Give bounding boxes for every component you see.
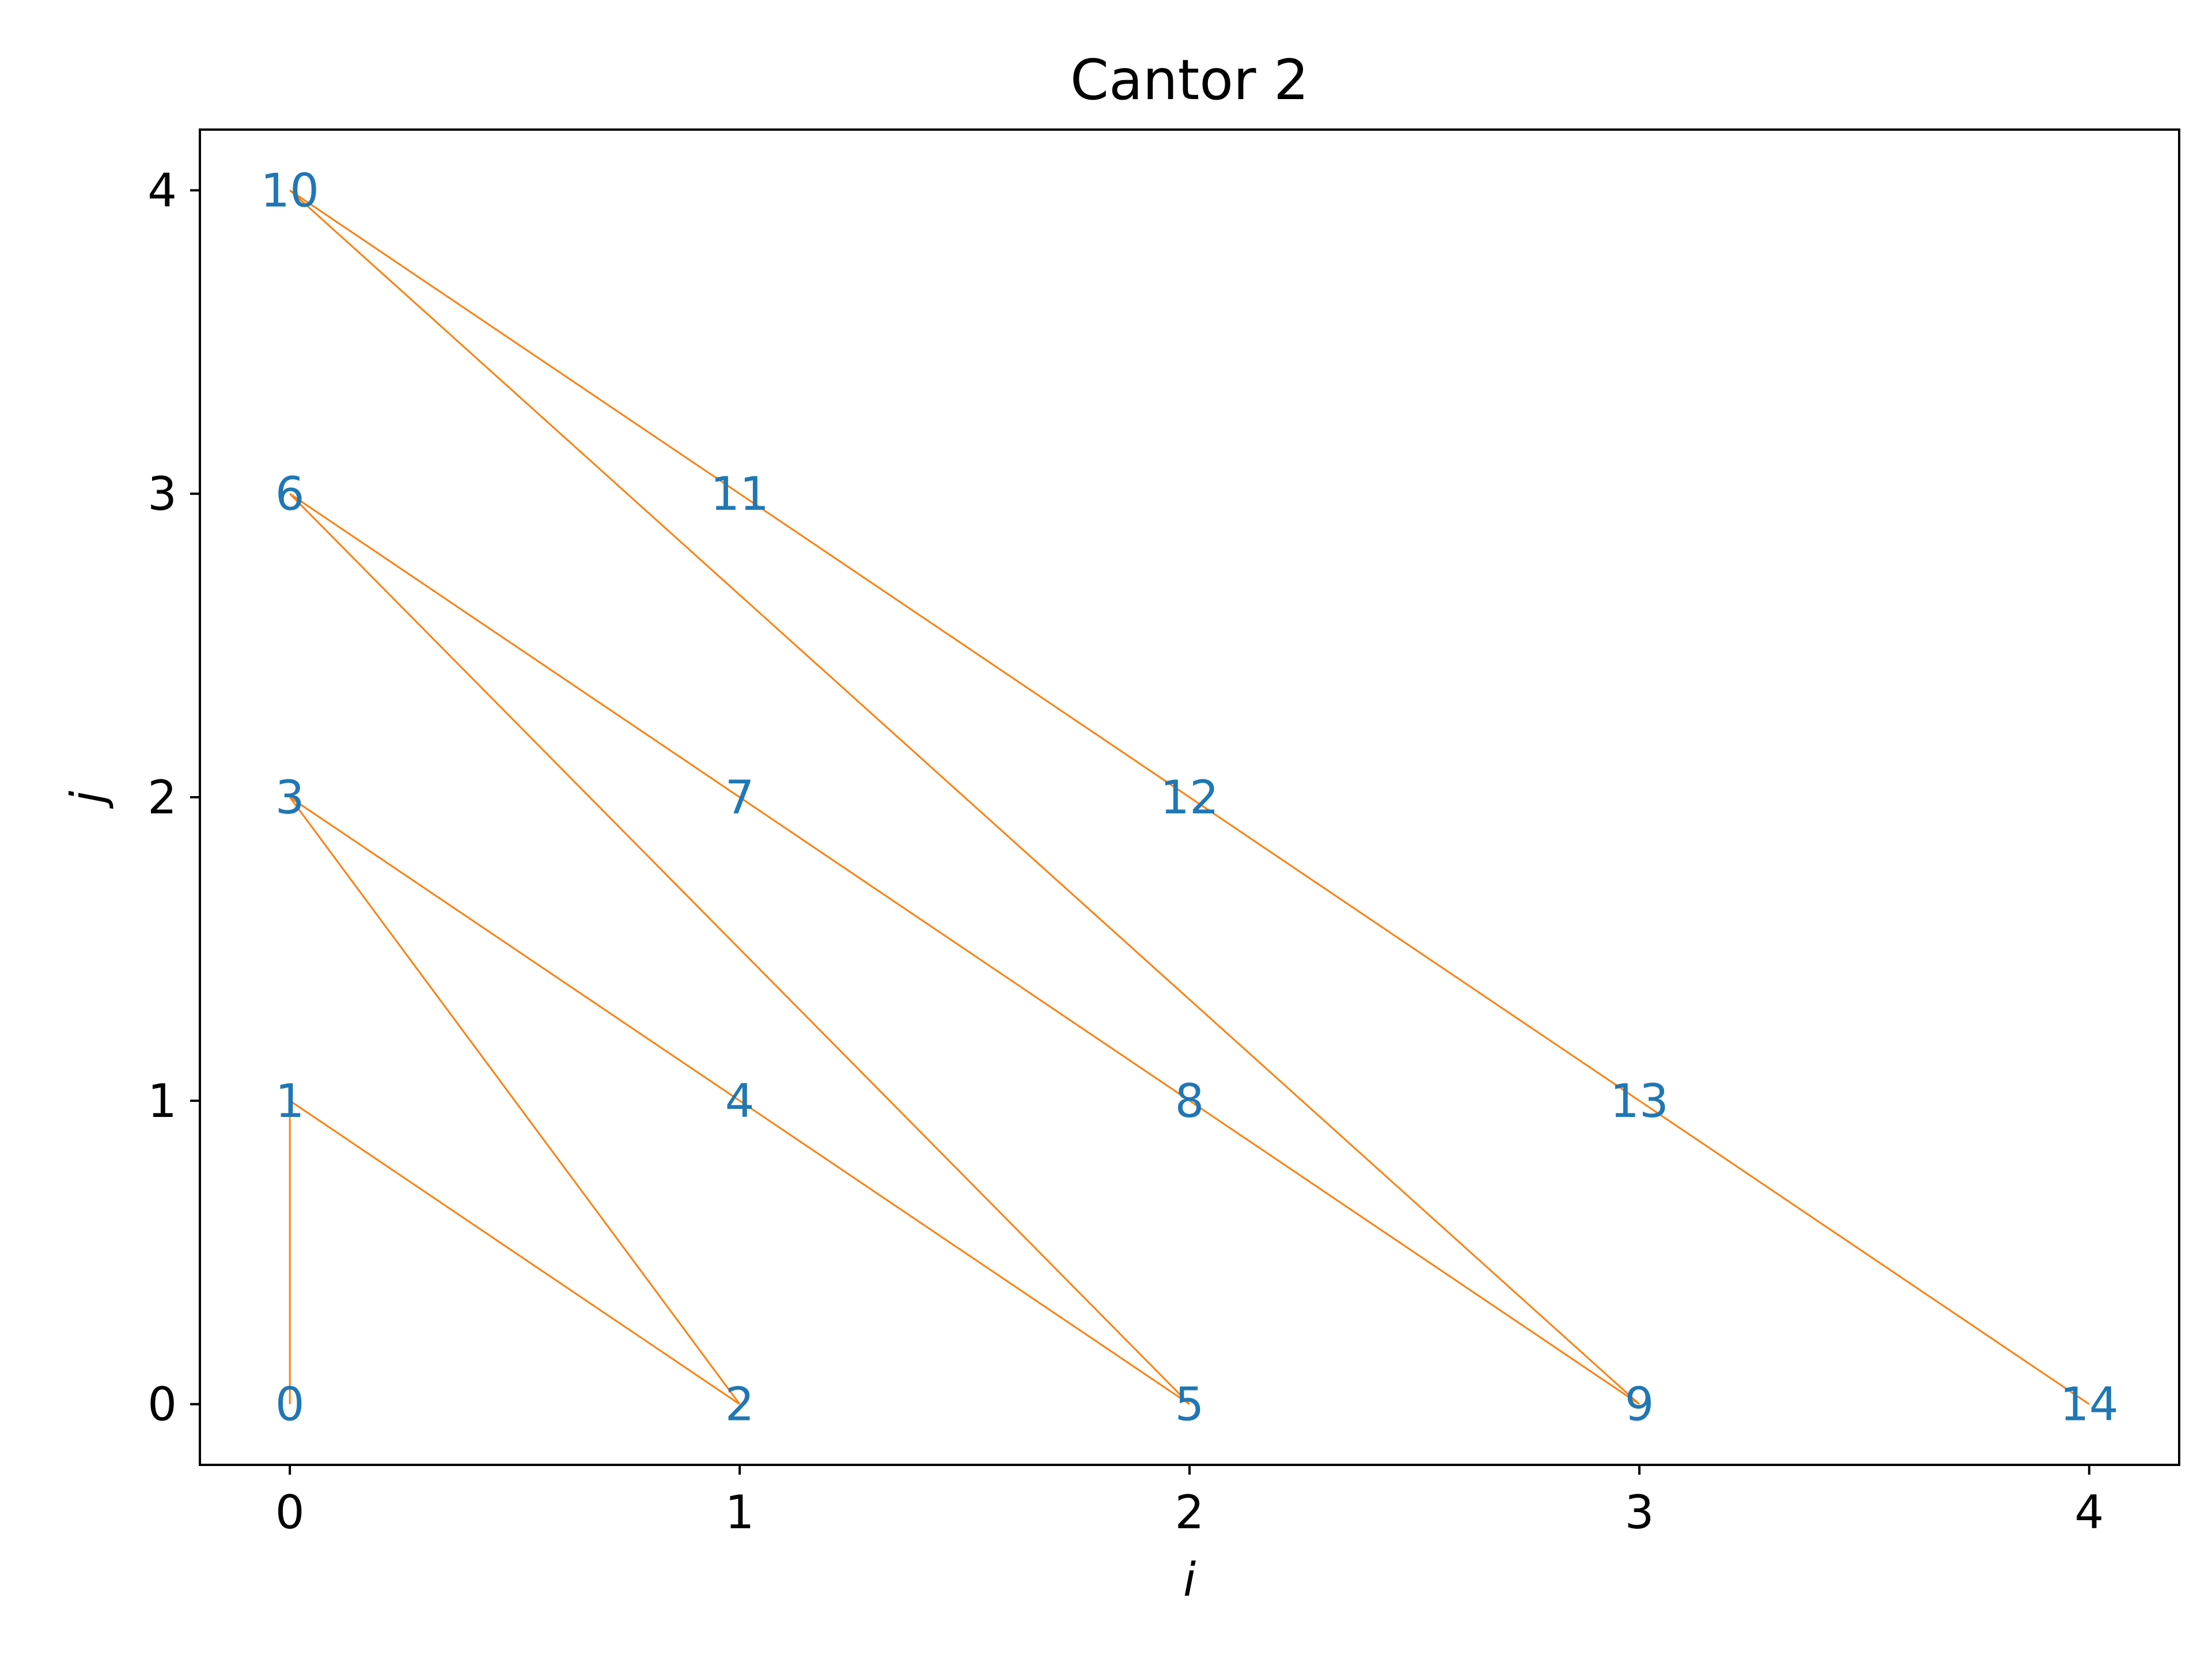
x-tick-label-1: 1 xyxy=(725,1486,755,1539)
series-segment-2-3 xyxy=(289,797,741,1405)
series-segment-6-7 xyxy=(289,493,740,798)
x-tick-label-4: 4 xyxy=(2074,1486,2104,1539)
series-segment-1-2 xyxy=(289,1100,740,1405)
y-tick-label-0: 0 xyxy=(147,1378,177,1431)
x-tick-label-3: 3 xyxy=(1624,1486,1654,1539)
series-segment-10-11 xyxy=(289,190,740,495)
point-label-3: 3 xyxy=(275,771,305,824)
point-label-12: 12 xyxy=(1160,771,1219,824)
point-label-7: 7 xyxy=(725,771,755,824)
point-label-10: 10 xyxy=(260,164,319,217)
point-label-6: 6 xyxy=(275,467,305,521)
series-segment-13-14 xyxy=(1639,1100,2090,1405)
y-tick-label-4: 4 xyxy=(147,164,177,217)
series-segment-5-6 xyxy=(289,493,1191,1405)
series-line-group xyxy=(289,190,2090,1405)
y-tick-label-3: 3 xyxy=(147,467,177,521)
point-label-11: 11 xyxy=(710,467,769,521)
y-tick-label-1: 1 xyxy=(147,1074,177,1128)
point-label-9: 9 xyxy=(1624,1378,1654,1431)
series-segment-11-12 xyxy=(739,493,1190,798)
series-segment-3-4 xyxy=(289,796,740,1102)
x-axis-ticks: 0 1 2 3 4 xyxy=(275,1465,2104,1539)
series-segment-8-9 xyxy=(1189,1100,1640,1405)
point-label-1: 1 xyxy=(275,1074,305,1128)
series-segment-4-5 xyxy=(739,1100,1190,1405)
series-segment-12-13 xyxy=(1189,796,1640,1102)
chart-title: Cantor 2 xyxy=(1070,48,1309,112)
point-label-14: 14 xyxy=(2060,1378,2119,1431)
series-segment-9-10 xyxy=(289,190,1640,1405)
point-label-0: 0 xyxy=(275,1378,305,1431)
point-label-5: 5 xyxy=(1175,1378,1205,1431)
x-tick-label-2: 2 xyxy=(1175,1486,1205,1539)
y-axis-ticks: 0 1 2 3 4 xyxy=(147,164,200,1431)
y-tick-label-2: 2 xyxy=(147,771,177,824)
x-axis-label: i xyxy=(1183,1553,1196,1607)
point-label-8: 8 xyxy=(1175,1074,1205,1128)
x-tick-label-0: 0 xyxy=(275,1486,305,1539)
point-label-13: 13 xyxy=(1610,1074,1669,1128)
point-label-4: 4 xyxy=(725,1074,755,1128)
series-segment-7-8 xyxy=(739,796,1190,1102)
point-label-2: 2 xyxy=(725,1378,755,1431)
